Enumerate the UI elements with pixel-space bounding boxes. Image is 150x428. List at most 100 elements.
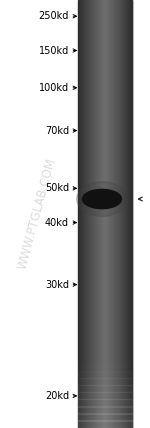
- Bar: [78, 99, 132, 107]
- Bar: [78, 157, 132, 164]
- Bar: [102, 0, 103, 428]
- Bar: [85, 0, 86, 428]
- Bar: [131, 0, 132, 428]
- Bar: [81, 0, 82, 428]
- Bar: [112, 0, 113, 428]
- Bar: [103, 0, 104, 428]
- Bar: [78, 56, 132, 64]
- Bar: [125, 0, 126, 428]
- Bar: [78, 235, 132, 243]
- Bar: [97, 0, 98, 428]
- Bar: [87, 0, 88, 428]
- Bar: [108, 0, 109, 428]
- Bar: [78, 321, 132, 328]
- Bar: [114, 0, 116, 428]
- Bar: [78, 71, 132, 78]
- Bar: [78, 35, 132, 43]
- Bar: [108, 0, 109, 428]
- Bar: [78, 385, 132, 392]
- Text: 100kd: 100kd: [39, 83, 69, 93]
- Bar: [117, 0, 118, 428]
- Bar: [83, 0, 84, 428]
- Bar: [96, 0, 97, 428]
- Bar: [126, 0, 127, 428]
- Bar: [99, 0, 100, 428]
- Bar: [116, 0, 117, 428]
- Text: 150kd: 150kd: [39, 45, 69, 56]
- Ellipse shape: [77, 182, 127, 217]
- Bar: [98, 0, 99, 428]
- Bar: [121, 0, 122, 428]
- Bar: [79, 0, 80, 428]
- Text: 40kd: 40kd: [45, 217, 69, 228]
- Bar: [78, 406, 132, 414]
- Bar: [78, 85, 132, 93]
- Bar: [125, 0, 126, 428]
- Bar: [78, 28, 132, 36]
- Bar: [78, 377, 132, 385]
- Bar: [101, 0, 102, 428]
- Bar: [81, 0, 82, 428]
- Bar: [85, 0, 86, 428]
- Bar: [96, 0, 97, 428]
- Bar: [78, 270, 132, 278]
- Bar: [78, 256, 132, 264]
- Bar: [83, 0, 84, 428]
- Bar: [78, 192, 132, 200]
- Bar: [78, 107, 132, 114]
- Bar: [116, 0, 117, 428]
- Bar: [123, 0, 124, 428]
- Bar: [78, 413, 132, 421]
- Bar: [78, 228, 132, 235]
- Bar: [95, 0, 96, 428]
- Bar: [104, 0, 105, 428]
- Bar: [78, 42, 132, 50]
- Bar: [78, 185, 132, 193]
- Bar: [78, 206, 132, 214]
- Bar: [115, 0, 116, 428]
- Bar: [78, 306, 132, 314]
- Bar: [78, 149, 132, 157]
- Bar: [78, 142, 132, 150]
- Bar: [78, 128, 132, 136]
- Bar: [120, 0, 121, 428]
- Bar: [118, 0, 119, 428]
- Bar: [78, 292, 132, 300]
- Bar: [78, 242, 132, 250]
- Bar: [114, 0, 115, 428]
- Bar: [129, 0, 130, 428]
- Bar: [118, 0, 119, 428]
- Bar: [78, 249, 132, 257]
- Bar: [94, 0, 95, 428]
- Bar: [78, 221, 132, 228]
- Bar: [78, 64, 132, 71]
- Text: 30kd: 30kd: [45, 279, 69, 290]
- Bar: [78, 78, 132, 86]
- Bar: [78, 371, 132, 378]
- Bar: [87, 0, 88, 428]
- Bar: [124, 0, 125, 428]
- Bar: [91, 0, 92, 428]
- Bar: [121, 0, 122, 428]
- Bar: [98, 0, 99, 428]
- Bar: [78, 135, 132, 143]
- Bar: [100, 0, 101, 428]
- Bar: [122, 0, 123, 428]
- Ellipse shape: [82, 190, 122, 209]
- Bar: [110, 0, 111, 428]
- Bar: [78, 335, 132, 342]
- Bar: [123, 0, 124, 428]
- Bar: [80, 0, 81, 428]
- Bar: [78, 299, 132, 307]
- Bar: [128, 0, 129, 428]
- Bar: [78, 0, 79, 428]
- Bar: [100, 0, 101, 428]
- Bar: [78, 21, 132, 29]
- Bar: [78, 199, 132, 207]
- Bar: [131, 0, 132, 428]
- Bar: [78, 121, 132, 128]
- Bar: [78, 171, 132, 178]
- Bar: [78, 278, 132, 285]
- Bar: [129, 0, 130, 428]
- Bar: [111, 0, 112, 428]
